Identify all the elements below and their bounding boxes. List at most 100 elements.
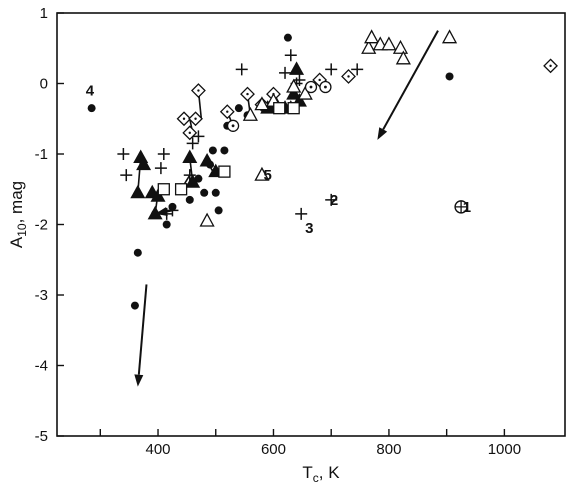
data-point-open-diamond xyxy=(176,111,192,127)
data-point-open-triangle xyxy=(199,212,215,227)
x-tick-label: 1000 xyxy=(488,441,521,458)
data-point-filled-circle xyxy=(162,220,171,229)
x-axis-label: Tc, K xyxy=(302,463,340,485)
y-tick-label: -4 xyxy=(35,358,48,375)
arrow xyxy=(134,284,148,387)
y-tick-label: -5 xyxy=(35,428,48,445)
annotation-label: 4 xyxy=(86,83,95,100)
annotation-label: 3 xyxy=(305,220,313,237)
diamond-dot xyxy=(246,92,249,96)
data-point-open-square xyxy=(218,165,231,178)
y-tick-label: 0 xyxy=(40,76,48,93)
data-point-plus xyxy=(279,66,292,79)
circle-dot xyxy=(309,85,313,89)
data-point-open-triangle xyxy=(395,50,411,65)
data-point-open-diamond xyxy=(182,125,198,141)
data-point-filled-circle xyxy=(87,104,96,113)
arrow-head xyxy=(377,127,388,140)
data-point-plus xyxy=(325,193,338,206)
data-point-plus xyxy=(117,148,130,160)
data-point-filled-triangle xyxy=(182,149,198,164)
data-point-open-diamond xyxy=(240,86,255,102)
data-point-filled-circle xyxy=(185,195,194,204)
data-point-open-triangle xyxy=(286,78,302,93)
data-point-filled-circle xyxy=(194,174,203,183)
data-point-open-triangle xyxy=(381,36,397,51)
axes: 400 600 800 1000 1 0 -1 -2 -3 -4 -5 Tc, K A10, mag xyxy=(7,5,566,485)
data-point-filled-triangle xyxy=(136,156,152,171)
diamond-dot xyxy=(226,110,229,113)
data-point-plus xyxy=(186,137,199,150)
data-point-filled-triangle xyxy=(289,61,305,75)
data-point-open-triangle xyxy=(392,39,409,54)
x-tick-label: 800 xyxy=(376,441,401,458)
data-point-open-triangle xyxy=(441,29,458,44)
data-point-filled-circle xyxy=(130,301,139,310)
data-point-open-triangle xyxy=(242,106,258,121)
arrows xyxy=(134,30,439,387)
circle-dot xyxy=(324,85,327,89)
data-point-dotted-circle xyxy=(226,119,240,132)
data-point-dotted-circle xyxy=(304,80,318,94)
arrow-head xyxy=(155,207,168,216)
data-point-filled-circle xyxy=(220,146,229,155)
data-point-open-triangle xyxy=(361,39,377,54)
diamond-dot xyxy=(182,117,186,120)
circle-cross xyxy=(455,200,468,213)
annotation-label: 2 xyxy=(330,192,338,209)
data-point-plus xyxy=(235,63,248,76)
data-point-filled-circle xyxy=(214,206,223,215)
y-axis-label: A10, mag xyxy=(7,181,29,248)
data-point-plus xyxy=(351,63,364,76)
arrow xyxy=(377,30,439,140)
data-point-open-diamond xyxy=(543,58,558,74)
data-point-filled-circle xyxy=(283,33,292,42)
data-point-open-square xyxy=(174,183,188,196)
data-point-circled-plus xyxy=(454,200,468,214)
data-point-open-triangle xyxy=(254,96,270,111)
data-point-open-diamond xyxy=(219,104,235,120)
y-tick-label: -3 xyxy=(35,287,48,304)
diamond-dot xyxy=(549,64,552,68)
circle-dot xyxy=(231,124,235,128)
y-tick-label: -2 xyxy=(35,217,48,234)
data-point-plus xyxy=(157,148,170,160)
y-tick-label: -1 xyxy=(35,146,48,163)
data-point-open-triangle xyxy=(297,85,313,100)
data-point-plus xyxy=(120,169,133,182)
arrow-shaft xyxy=(382,30,439,130)
y-tick-label: 1 xyxy=(40,5,48,22)
data-point-open-square xyxy=(157,183,170,196)
data-point-filled-circle xyxy=(211,188,220,197)
data-point-open-square xyxy=(273,102,286,115)
data-point-filled-triangle xyxy=(130,184,146,199)
data-point-filled-circle xyxy=(200,188,209,197)
data-point-open-triangle xyxy=(364,29,380,44)
data-point-plus xyxy=(154,162,167,175)
data-point-filled-circle xyxy=(445,72,454,81)
data-point-plus xyxy=(183,169,196,182)
data-point-filled-circle xyxy=(234,104,243,113)
arrow-shaft xyxy=(137,284,148,375)
data-point-open-square xyxy=(287,102,300,115)
arrow-shaft xyxy=(166,209,173,213)
data-point-open-diamond xyxy=(188,111,203,127)
annotation-label: 5 xyxy=(264,167,272,184)
annotation-label: 1 xyxy=(463,199,471,216)
data-point-open-diamond xyxy=(341,69,356,84)
diamond-dot xyxy=(318,78,321,82)
data-point-filled-triangle xyxy=(185,174,201,188)
diamond-dot xyxy=(197,89,200,92)
x-tick-label: 600 xyxy=(261,441,286,458)
data-point-open-triangle xyxy=(254,166,270,181)
data-point-filled-circle xyxy=(133,248,142,257)
data-point-open-diamond xyxy=(191,83,206,98)
data-point-filled-triangle xyxy=(147,205,163,220)
data-point-dotted-circle xyxy=(319,80,332,94)
data-point-plus xyxy=(284,49,297,62)
data-point-filled-triangle xyxy=(199,153,215,167)
diamond-dot xyxy=(347,75,350,78)
data-point-plus xyxy=(295,207,308,220)
